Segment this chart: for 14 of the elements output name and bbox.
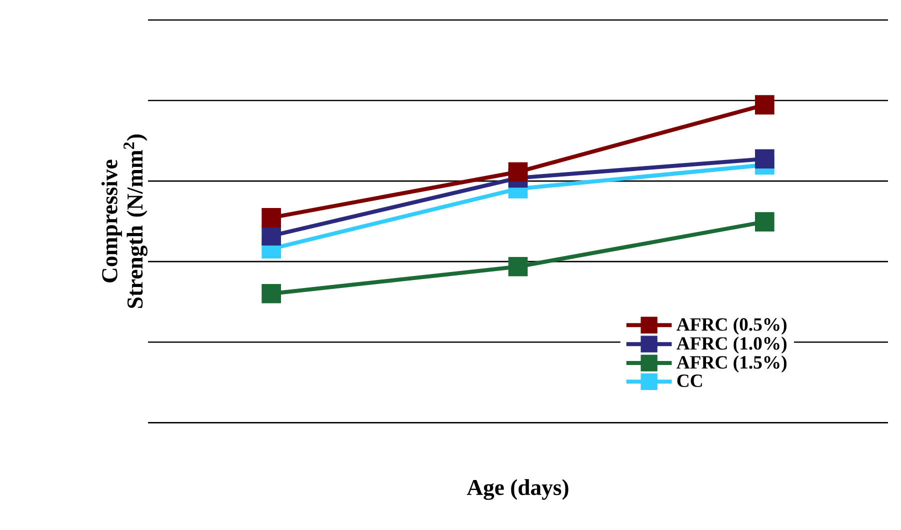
legend-label: CC (677, 374, 702, 388)
y-axis-title: Compressive Strength (N/mm$^{2}$) (101, 134, 148, 308)
legend-label: AFRC (1.0%) (676, 336, 786, 354)
point (508, 162, 528, 182)
legend-label: AFRC (0.5%) (676, 318, 786, 335)
x-axis-title: Age (days) (466, 479, 568, 500)
point (754, 149, 774, 169)
point (754, 95, 774, 115)
point (262, 226, 282, 246)
point (262, 284, 282, 304)
point (754, 212, 774, 232)
legend-label: AFRC (1.5%) (676, 356, 786, 372)
point (262, 208, 282, 228)
point (508, 256, 528, 276)
